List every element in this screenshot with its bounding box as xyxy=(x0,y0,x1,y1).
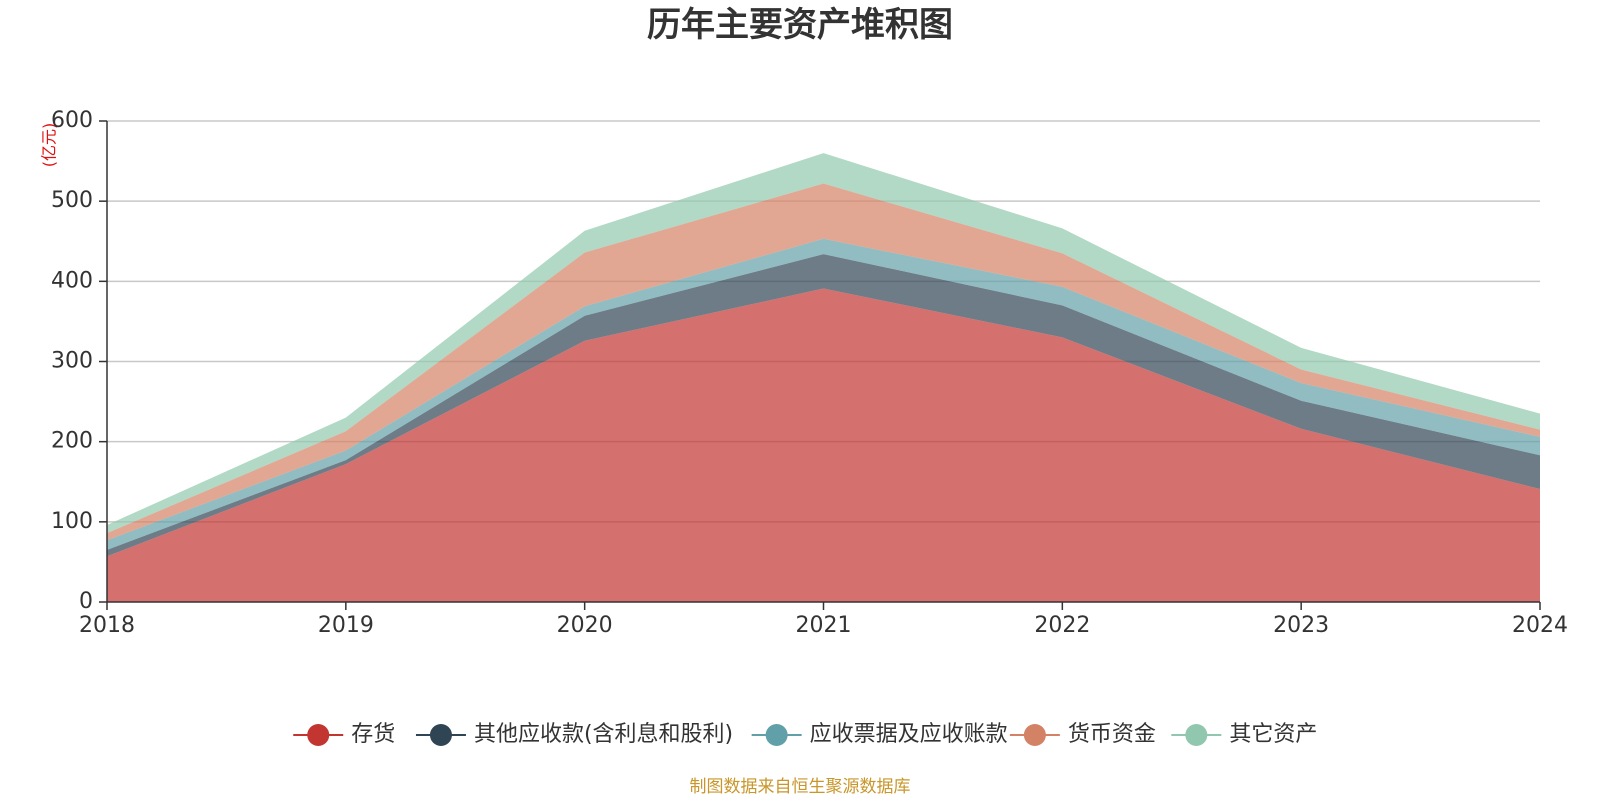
legend-marker xyxy=(1023,724,1046,746)
y-tick-label: 200 xyxy=(51,429,93,454)
legend-label: 货币资金 xyxy=(1068,722,1156,747)
y-tick-label: 100 xyxy=(51,509,93,534)
x-tick-label: 2024 xyxy=(1512,613,1568,638)
legend-marker xyxy=(765,724,788,746)
legend-item-4[interactable]: 其它资产 xyxy=(1171,722,1317,747)
legend-marker xyxy=(307,724,330,746)
y-tick-label: 400 xyxy=(51,268,93,293)
chart-title: 历年主要资产堆积图 xyxy=(647,5,953,45)
area-series xyxy=(107,153,1540,602)
data-source-note: 制图数据来自恒生聚源数据库 xyxy=(690,777,911,797)
legend-item-0[interactable]: 存货 xyxy=(293,722,395,747)
legend-marker xyxy=(1185,724,1208,746)
area-series-4 xyxy=(107,153,1540,534)
legend-label: 其他应收款(含利息和股利) xyxy=(474,722,733,747)
legend-item-2[interactable]: 应收票据及应收账款 xyxy=(751,722,1008,747)
area-series-3 xyxy=(107,183,1540,541)
x-tick-label: 2019 xyxy=(318,613,374,638)
x-tick-label: 2020 xyxy=(557,613,613,638)
legend-label: 存货 xyxy=(351,722,395,747)
y-tick-label: 300 xyxy=(51,349,93,374)
legend-item-3[interactable]: 货币资金 xyxy=(1009,722,1156,747)
legend-marker xyxy=(429,724,452,746)
y-tick-label: 600 xyxy=(51,108,93,133)
y-tick-label: 500 xyxy=(51,188,93,213)
y-axis-unit-label: (亿元) xyxy=(40,123,59,168)
y-tick-label: 0 xyxy=(79,589,93,614)
area-series-0 xyxy=(107,288,1540,602)
legend-label: 应收票据及应收账款 xyxy=(810,722,1008,747)
x-tick-label: 2021 xyxy=(796,613,852,638)
x-tick-label: 2023 xyxy=(1273,613,1329,638)
legend-label: 其它资产 xyxy=(1229,722,1317,747)
axes: 0 100 200 300 400 500 600 2018 2019 2020 2021 2022 2… xyxy=(51,108,1568,638)
x-tick-label: 2018 xyxy=(79,613,135,638)
area-series-1 xyxy=(107,254,1540,557)
legend[interactable]: 存货 其他应收款(含利息和股利) 应收票据及应收账款 货币资金 其它资产 xyxy=(293,722,1317,747)
x-tick-label: 2022 xyxy=(1034,613,1090,638)
legend-item-1[interactable]: 其他应收款(含利息和股利) xyxy=(415,722,733,747)
